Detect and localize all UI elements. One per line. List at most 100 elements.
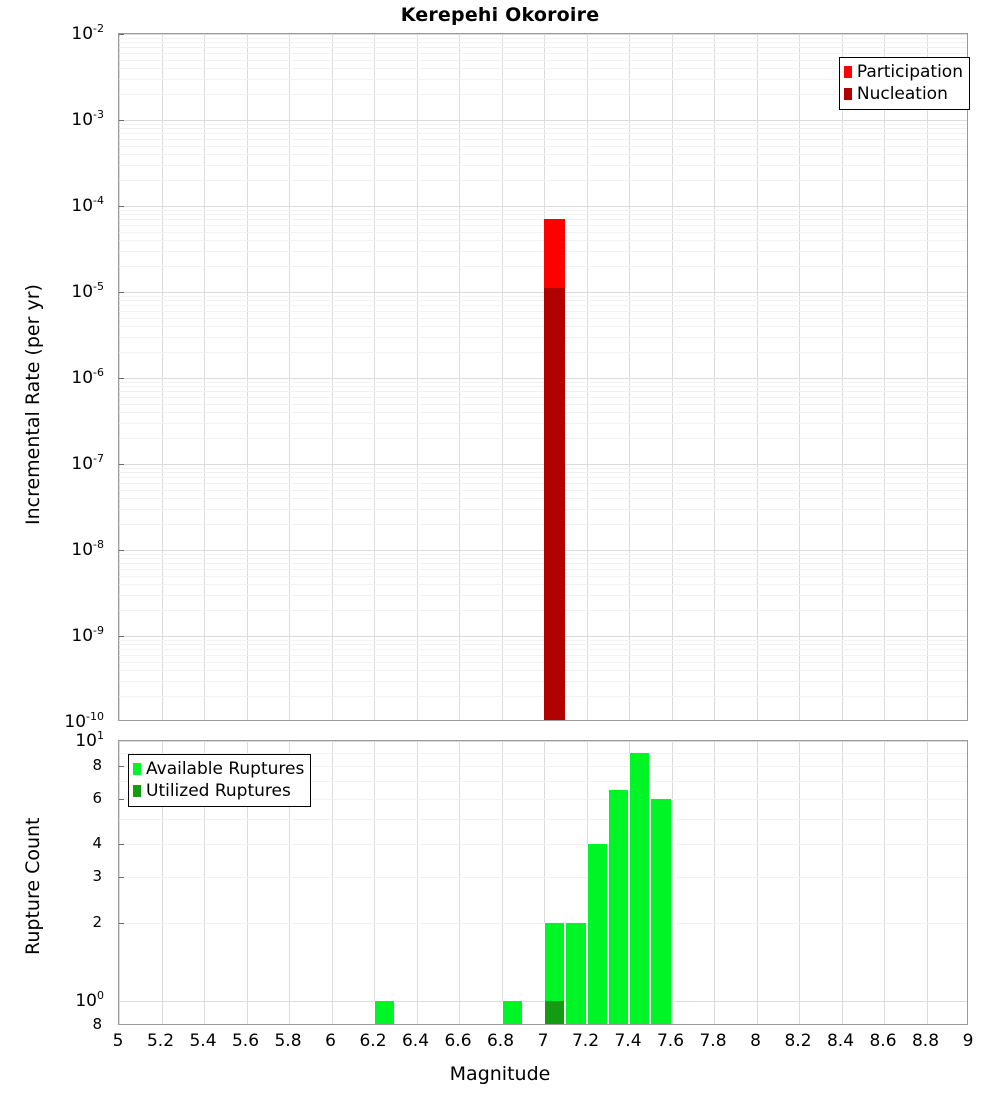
x-axis-tick-label: 7.2 xyxy=(571,1031,600,1051)
x-axis-tick-label: 6.4 xyxy=(401,1031,430,1051)
gridline-horizontal-minor xyxy=(119,498,967,500)
y-axis-tick-label: 10-4 xyxy=(71,194,104,216)
gridline-horizontal-minor xyxy=(119,655,967,657)
bar-available-ruptures xyxy=(501,1000,523,1024)
mfd-y-axis-ticks: 10-2 10-3 10-4 10-5 10-6 10-7 10-8 10-9 10-10 xyxy=(0,0,112,1100)
legend-swatch-icon xyxy=(133,763,141,775)
gridline-horizontal xyxy=(119,781,967,783)
gridline-vertical xyxy=(799,34,800,720)
y-axis-minor-tick-label: 3 xyxy=(92,866,102,885)
legend-item-participation: Participation xyxy=(843,61,963,83)
x-axis-tick-label: 6.6 xyxy=(444,1031,472,1051)
gridline-horizontal-minor xyxy=(119,154,967,156)
gridline-horizontal-minor xyxy=(119,696,967,698)
bar-available-ruptures xyxy=(629,752,651,1024)
legend-item-available-ruptures: Available Ruptures xyxy=(133,758,304,780)
gridline-horizontal xyxy=(119,1000,967,1002)
gridline-horizontal-minor xyxy=(119,53,967,55)
x-axis-tick-label: 6.8 xyxy=(486,1031,515,1051)
gridline-horizontal xyxy=(119,766,967,768)
mfd-plot-area xyxy=(118,33,968,721)
legend-label: Participation xyxy=(856,61,963,82)
gridline-horizontal-minor xyxy=(119,305,967,307)
x-axis-tick-label: 7.8 xyxy=(699,1031,727,1051)
tick-mark xyxy=(119,844,124,846)
gridline-vertical xyxy=(501,741,503,1024)
gridline-horizontal xyxy=(119,876,967,878)
y-axis-tick-label: 10-5 xyxy=(71,280,104,302)
bar-available-ruptures xyxy=(374,1000,396,1024)
gridline-vertical xyxy=(331,741,333,1024)
x-axis-tick-label: 9 xyxy=(962,1031,974,1051)
gridline-horizontal xyxy=(119,844,967,846)
gridline-horizontal-minor xyxy=(119,128,967,130)
gridline-vertical xyxy=(756,34,758,720)
tick-mark xyxy=(119,550,124,551)
gridline-vertical xyxy=(161,741,163,1024)
y-axis-tick-label: 10-3 xyxy=(71,108,104,130)
gridline-vertical xyxy=(714,34,715,720)
gridline-horizontal-minor xyxy=(119,37,967,39)
gridline-vertical xyxy=(884,741,885,1024)
gridline-horizontal xyxy=(119,378,967,379)
gridline-vertical xyxy=(544,741,545,1024)
gridline-vertical xyxy=(756,741,758,1024)
tick-mark xyxy=(119,206,124,207)
gridline-horizontal-minor xyxy=(119,352,967,354)
gridline-vertical xyxy=(459,741,460,1024)
gridline-horizontal-minor xyxy=(119,467,967,469)
gridline-horizontal-minor xyxy=(119,639,967,641)
rupture-count-y-axis-title: Rupture Count xyxy=(22,817,44,956)
gridline-horizontal xyxy=(119,741,967,742)
gridline-vertical xyxy=(204,741,205,1024)
gridline-vertical xyxy=(501,34,503,720)
tick-mark xyxy=(119,120,124,121)
page-title: Kerepehi Okoroire xyxy=(400,4,600,26)
y-axis-tick-label: 10-2 xyxy=(71,22,104,44)
tick-mark xyxy=(119,766,124,768)
gridline-vertical xyxy=(926,34,928,720)
x-axis-tick-label: 5.2 xyxy=(146,1031,175,1051)
x-axis-tick-label: 6 xyxy=(325,1031,336,1051)
gridline-vertical xyxy=(799,741,800,1024)
gridline-vertical xyxy=(586,34,588,720)
gridline-vertical xyxy=(374,34,375,720)
gridline-vertical xyxy=(416,741,418,1024)
bar-nucleation xyxy=(544,288,566,720)
gridline-horizontal-minor xyxy=(119,489,967,491)
gridline-vertical xyxy=(671,741,673,1024)
gridline-horizontal-minor xyxy=(119,311,967,313)
gridline-horizontal-minor xyxy=(119,266,967,268)
legend-label: Available Ruptures xyxy=(146,758,305,779)
gridline-horizontal-minor xyxy=(119,403,967,405)
gridline-vertical xyxy=(204,34,205,720)
gridline-horizontal-minor xyxy=(119,472,967,474)
x-axis-tick-label: 5.4 xyxy=(189,1031,217,1051)
tick-mark xyxy=(119,464,124,465)
gridline-horizontal-minor xyxy=(119,300,967,302)
gridline-vertical xyxy=(374,741,375,1024)
x-axis-tick-label: 5 xyxy=(112,1031,124,1051)
gridline-horizontal-minor xyxy=(119,524,967,526)
tick-mark xyxy=(119,378,124,379)
x-axis-tick-label: 8.6 xyxy=(869,1031,897,1051)
x-axis-tick-label: 7.6 xyxy=(656,1031,685,1051)
bar-utilized-ruptures xyxy=(544,1000,566,1024)
legend-label: Nucleation xyxy=(856,83,948,104)
gridline-vertical xyxy=(119,741,120,1024)
gridline-horizontal-minor xyxy=(119,422,967,424)
tick-mark xyxy=(119,292,124,293)
gridline-vertical xyxy=(629,34,630,720)
gridline-horizontal-minor xyxy=(119,133,967,135)
gridline-horizontal xyxy=(119,292,967,293)
gridline-horizontal-minor xyxy=(119,42,967,44)
rupture-count-y-axis-ticks: 101 100 8 6 4 3 2 8 xyxy=(0,0,112,1100)
tick-mark xyxy=(119,922,124,924)
gridline-horizontal xyxy=(119,752,967,754)
gridline-horizontal-minor xyxy=(119,644,967,646)
gridline-vertical xyxy=(331,34,333,720)
gridline-horizontal-minor xyxy=(119,225,967,227)
gridline-horizontal-minor xyxy=(119,553,967,555)
y-axis-tick-label: 10-6 xyxy=(71,366,104,388)
